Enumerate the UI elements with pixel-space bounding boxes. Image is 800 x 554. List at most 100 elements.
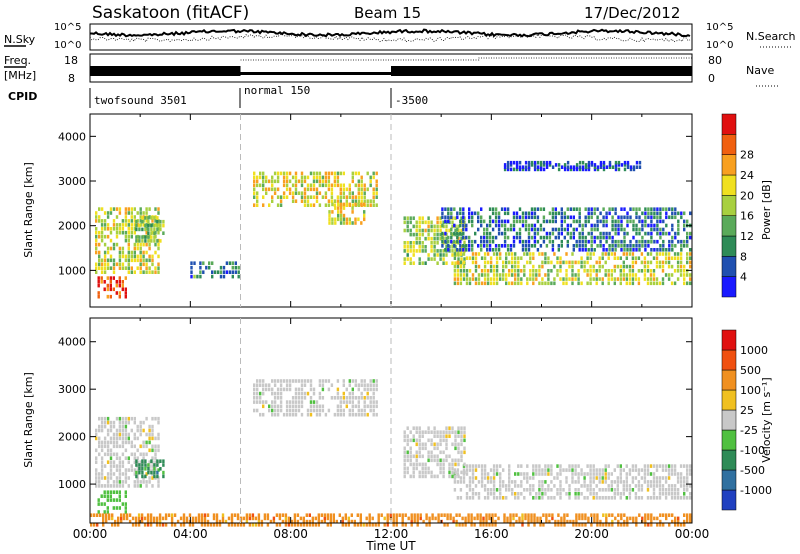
power-cell (219, 274, 223, 279)
power-cell (474, 281, 478, 286)
velocity-cell (470, 523, 473, 527)
velocity-cell (284, 519, 288, 524)
velocity-cell (418, 442, 421, 447)
velocity-cell (151, 432, 154, 437)
velocity-cell (124, 416, 128, 421)
power-cell (656, 239, 659, 244)
velocity-cell (170, 519, 174, 524)
power-cell (515, 163, 519, 167)
power-cell (363, 195, 366, 199)
power-cell (147, 227, 150, 232)
velocity-cell (118, 436, 122, 441)
power-cell (279, 203, 283, 207)
velocity-cell (359, 519, 362, 524)
power-cell (623, 239, 626, 244)
velocity-cell (613, 480, 616, 484)
velocity-cell (318, 408, 322, 413)
velocity-cell (453, 468, 457, 472)
velocity-cell (103, 420, 107, 425)
power-cell (638, 160, 642, 165)
velocity-cell (111, 523, 114, 527)
velocity-cell (554, 523, 557, 527)
power-cell (599, 160, 603, 165)
velocity-cell (457, 458, 460, 463)
velocity-cell (109, 424, 113, 429)
power-cell (100, 230, 104, 235)
velocity-cell (117, 519, 120, 524)
noise-panel-frame (89, 23, 693, 51)
power-cell (121, 223, 125, 227)
velocity-cell (640, 496, 644, 500)
velocity-cell (445, 438, 448, 443)
power-cell (276, 171, 280, 176)
power-cell (674, 207, 677, 211)
power-cell (524, 211, 528, 216)
power-cell (471, 256, 475, 260)
power-cell (256, 195, 259, 199)
velocity-cell (670, 492, 674, 496)
power-cell (199, 270, 202, 274)
velocity-cell (658, 476, 662, 480)
velocity-cell (577, 472, 580, 476)
velocity-cell (118, 420, 122, 425)
power-cell (282, 179, 286, 184)
power-cell (139, 223, 142, 227)
power-cell (628, 252, 632, 256)
velocity-cell (291, 404, 295, 409)
velocity-cell (509, 513, 512, 517)
velocity-cell (109, 464, 113, 468)
freq-band-2 (240, 72, 391, 75)
velocity-cell (677, 516, 680, 521)
power-cell (121, 262, 125, 267)
velocity-cell (566, 519, 569, 524)
velocity-cell (492, 464, 496, 468)
velocity-cell (102, 519, 105, 524)
velocity-cell (100, 420, 104, 425)
power-cell (680, 239, 683, 244)
power-cell (673, 281, 677, 286)
velocity-cell (437, 519, 440, 524)
power-cell (237, 265, 240, 270)
velocity-cell (403, 450, 406, 455)
velocity-cell (620, 523, 623, 527)
velocity-cell (392, 523, 395, 527)
power-cell (650, 248, 653, 252)
power-cell (453, 207, 456, 211)
velocity-cell (439, 438, 442, 443)
velocity-cell (521, 523, 524, 527)
velocity-cell (288, 404, 292, 409)
power-cell (679, 273, 683, 277)
velocity-cell (118, 428, 122, 433)
power-heatmap (95, 160, 692, 299)
power-cell (441, 235, 444, 240)
velocity-cell (409, 438, 412, 443)
velocity-cell (111, 516, 114, 521)
velocity-cell (333, 412, 337, 417)
velocity-cell (563, 519, 566, 524)
power-cell (530, 244, 534, 248)
power-cell (629, 239, 632, 244)
power-cell (148, 266, 151, 270)
power-cell (262, 187, 265, 192)
power-cell (337, 202, 340, 207)
power-cell (644, 223, 647, 228)
velocity-cell (446, 513, 449, 517)
velocity-cell (589, 468, 592, 472)
power-cell (680, 248, 683, 252)
velocity-cell (646, 464, 650, 468)
power-cell (433, 241, 436, 245)
power-cell (456, 269, 460, 273)
power-cell (500, 231, 504, 236)
power-cell (533, 160, 537, 165)
velocity-cell (306, 408, 310, 413)
velocity-cell (112, 490, 115, 494)
velocity-cell (452, 519, 455, 524)
power-cell (151, 254, 154, 259)
power-cell (190, 265, 193, 270)
velocity-cell (303, 396, 307, 400)
power-cell (521, 165, 525, 169)
velocity-cell (353, 523, 356, 527)
power-cell (611, 248, 614, 252)
velocity-cell (140, 513, 144, 517)
power-cell (483, 231, 486, 236)
